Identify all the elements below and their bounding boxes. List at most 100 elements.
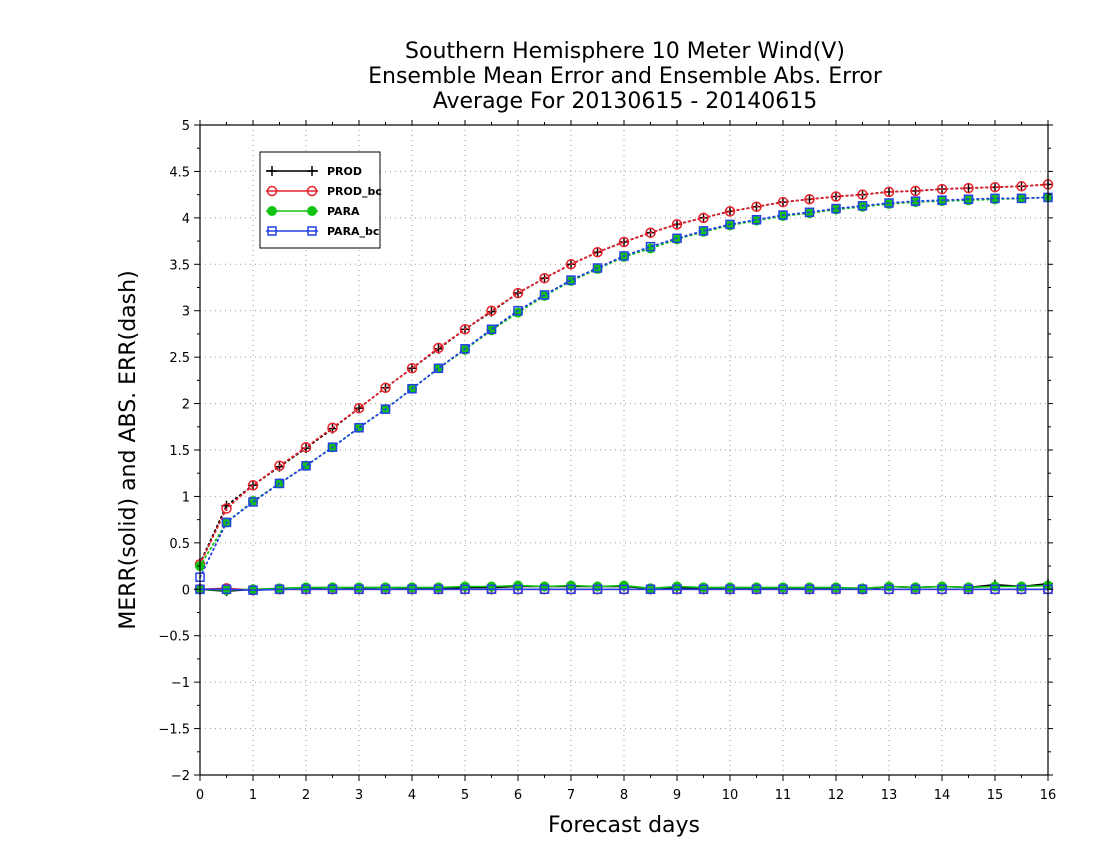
x-tick-label: 14 [934,788,951,803]
abserr-point-para-bc [460,344,470,354]
merr-point-para-bc [221,584,232,595]
abserr-point-para-bc [380,404,391,414]
x-tick-label: 0 [196,788,204,803]
x-tick-label: 6 [514,788,522,803]
y-tick-label: 0.5 [169,537,190,552]
grid-lines [200,125,1048,775]
legend-marker-prod [307,166,317,176]
legend-entries: PROD PROD_bc PARA PARA_bc [266,165,382,238]
abserr-point-prod-bc [804,194,815,205]
merr-point-para-bc [725,584,735,595]
merr-point-para-bc [460,584,470,595]
abserr-point-para-bc [221,517,232,528]
abserr-point-prod-bc [645,227,656,238]
chart-title: Southern Hemisphere 10 Meter Wind(V) Ens… [368,39,883,114]
merr-point-para [778,582,788,593]
abserr-point-para-bc [778,210,788,220]
abserr-point-para-bc [884,198,894,208]
merr-point-para-bc [539,584,550,595]
x-tick-label: 7 [567,788,575,803]
legend-label-para-bc: PARA_bc [327,225,379,238]
x-tick-label: 2 [302,788,310,803]
y-axis-label: MERR(solid) and ABS. ERR(dash) [116,270,141,629]
y-tick-label: 4 [182,212,190,227]
abserr-point-para [301,460,311,471]
abserr-point-prod-bc [433,342,444,354]
legend-entry-prod: PROD [266,165,362,178]
abserr-point-para-bc [592,263,603,273]
y-tick-label: −1 [171,676,190,691]
y-tick-label: −1.5 [158,723,190,738]
abserr-point-prod-bc [353,402,365,414]
y-tick-label: 1.5 [169,444,190,459]
chart-title-line-3: Average For 20130615 - 20140615 [433,89,818,114]
abserr-point-para-bc [725,219,735,230]
abserr-line-prod-bc [199,183,1049,566]
abserr-point-para-bc [857,201,868,211]
y-tick-label: −2 [171,769,190,784]
abserr-point-para-bc [619,251,629,261]
x-tick-label: 1 [249,788,257,803]
abserr-point-prod-bc [486,305,497,316]
abserr-point-para-bc [963,194,974,205]
merr-point-para [327,582,338,593]
y-tick-label: 0 [182,583,190,598]
abserr-point-prod-bc [857,189,868,200]
y-tick-label: 3 [182,305,190,320]
legend-marker-para-bc [307,226,317,236]
legend-marker-para [307,206,317,216]
x-tick-label: 13 [881,788,898,803]
legend-label-para: PARA [327,205,360,218]
abserr-point-prod-bc [883,186,895,198]
abserr-point-prod-bc [300,441,312,453]
merr-point-para [354,582,364,593]
merr-point-para-bc [274,584,285,595]
abserr-point-para-bc [698,226,709,236]
abserr-point-para-bc [327,442,338,452]
legend-entry-para-bc: PARA_bc [266,225,379,238]
merr-point-para-bc [486,584,497,595]
x-tick-label: 9 [673,788,681,803]
data-series [194,179,1054,597]
merr-point-para-bc [354,584,364,595]
merr-point-para [963,582,974,593]
abserr-point-prod-bc [380,382,391,394]
x-tick-label: 8 [620,788,628,803]
abserr-point-prod-bc [777,196,789,208]
x-tick-label: 11 [775,788,792,803]
x-tick-label: 4 [408,788,416,803]
merr-point-para-bc [831,584,841,595]
abserr-point-para-bc [433,363,444,374]
abserr-point-prod-bc [618,236,630,248]
legend-marker-para-bc [267,226,277,236]
chart-title-line-2: Ensemble Mean Error and Ensemble Abs. Er… [368,64,883,89]
abserr-point-para-bc [751,214,762,225]
merr-point-para [804,582,815,593]
abserr-point-prod-bc [936,183,948,195]
merr-point-para [725,582,735,593]
abserr-point-para-bc [804,207,815,218]
legend-entry-prod-bc: PROD_bc [266,185,382,198]
abserr-point-prod-bc [1016,181,1027,192]
abserr-point-prod-bc [539,272,550,284]
x-axis-ticks: 0 1 2 3 4 5 6 7 8 9 10 11 12 13 14 15 16 [196,120,1056,803]
legend-marker-prod [267,166,277,176]
abserr-point-prod-bc [751,201,762,212]
merr-point-para-bc [433,584,444,595]
x-axis-label: Forecast days [548,813,700,838]
abserr-point-prod-bc [989,181,1001,193]
merr-point-para-bc [380,584,391,595]
merr-point-para-bc [698,584,709,595]
abserr-point-para-bc [539,290,550,300]
abserr-point-para-bc [990,193,1000,204]
y-tick-label: 2.5 [169,351,190,366]
legend-label-prod-bc: PROD_bc [327,185,382,198]
abserr-point-prod-bc [459,324,471,335]
y-tick-label: 4.5 [169,165,190,180]
abserr-point-para-bc [354,422,364,433]
merr-point-para-bc [751,584,762,595]
x-tick-label: 16 [1040,788,1057,803]
abserr-point-prod-bc [963,182,974,194]
